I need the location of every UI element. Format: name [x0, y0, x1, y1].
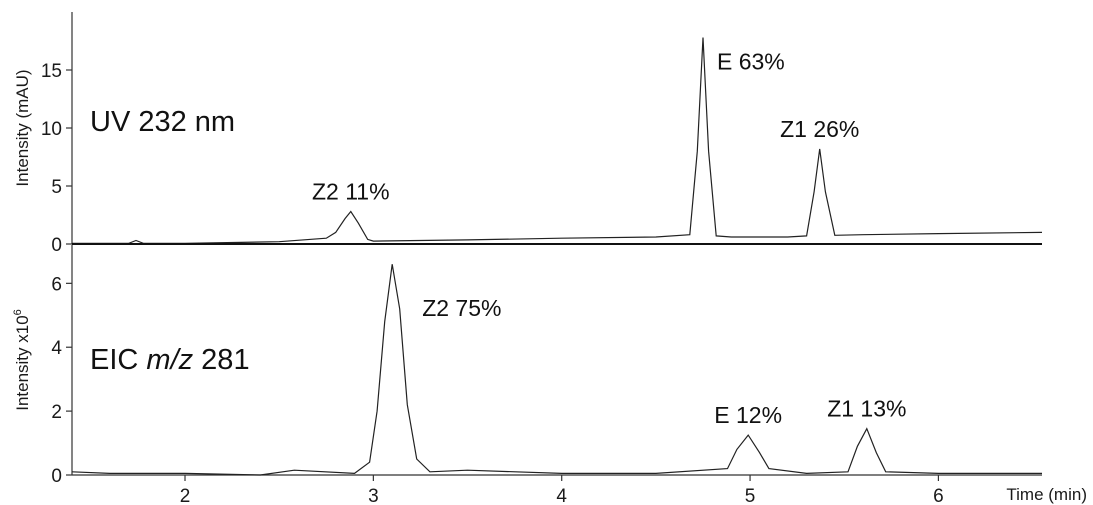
xtick-label: 5	[745, 486, 756, 505]
peak-label-z1: Z1 13%	[827, 396, 906, 422]
eic-peak-labels: Z2 75% E 12% Z1 13%	[422, 295, 906, 428]
uv-ytick-label: 15	[41, 61, 62, 82]
peak-label-e: E 12%	[714, 402, 782, 428]
uv-y-axis-title: Intensity (mAU)	[13, 69, 32, 186]
xtick-label: 4	[556, 486, 567, 505]
eic-ytick-label: 6	[51, 274, 62, 295]
eic-label-italic: m/z	[146, 344, 193, 376]
x-axis-title: Time (min)	[1006, 485, 1087, 504]
xtick-label: 6	[933, 486, 944, 505]
uv-ytick-label: 10	[41, 119, 62, 140]
eic-ytick-label: 2	[51, 402, 62, 423]
uv-ytick-label: 0	[51, 235, 62, 256]
eic-label-suffix: 281	[193, 344, 249, 376]
uv-trace-line	[72, 37, 1043, 244]
peak-label-z2: Z2 75%	[422, 295, 501, 321]
eic-y-axis-title-main: Intensity x10	[13, 315, 32, 410]
eic-ytick-label: 4	[51, 338, 62, 359]
x-ticks: 2 3 4 5 6	[180, 475, 944, 505]
eic-trace-line	[71, 264, 1042, 476]
uv-panel-label: UV 232 nm	[90, 106, 235, 138]
peak-label-e: E 63%	[717, 49, 785, 75]
xtick-label: 3	[368, 486, 379, 505]
eic-label-prefix: EIC	[90, 344, 146, 376]
eic-y-ticks: 0 2 4 6	[51, 274, 72, 487]
eic-ytick-label: 0	[51, 466, 62, 487]
uv-ytick-label: 5	[51, 177, 62, 198]
eic-y-axis-title-exponent: 6	[12, 309, 24, 315]
peak-label-z2: Z2 11%	[312, 179, 390, 205]
eic-panel-label: EIC m/z 281	[90, 344, 250, 376]
uv-peak-labels: Z2 11% E 63% Z1 26%	[312, 49, 859, 205]
xtick-label: 2	[180, 486, 191, 505]
uv-panel: Intensity (mAU) UV 232 nm 0 5 10 15 Z2 11% E…	[13, 12, 1043, 256]
eic-y-axis-title: Intensity x106	[12, 309, 32, 411]
peak-label-z1: Z1 26%	[780, 116, 859, 142]
uv-y-ticks: 0 5 10 15	[41, 61, 72, 256]
